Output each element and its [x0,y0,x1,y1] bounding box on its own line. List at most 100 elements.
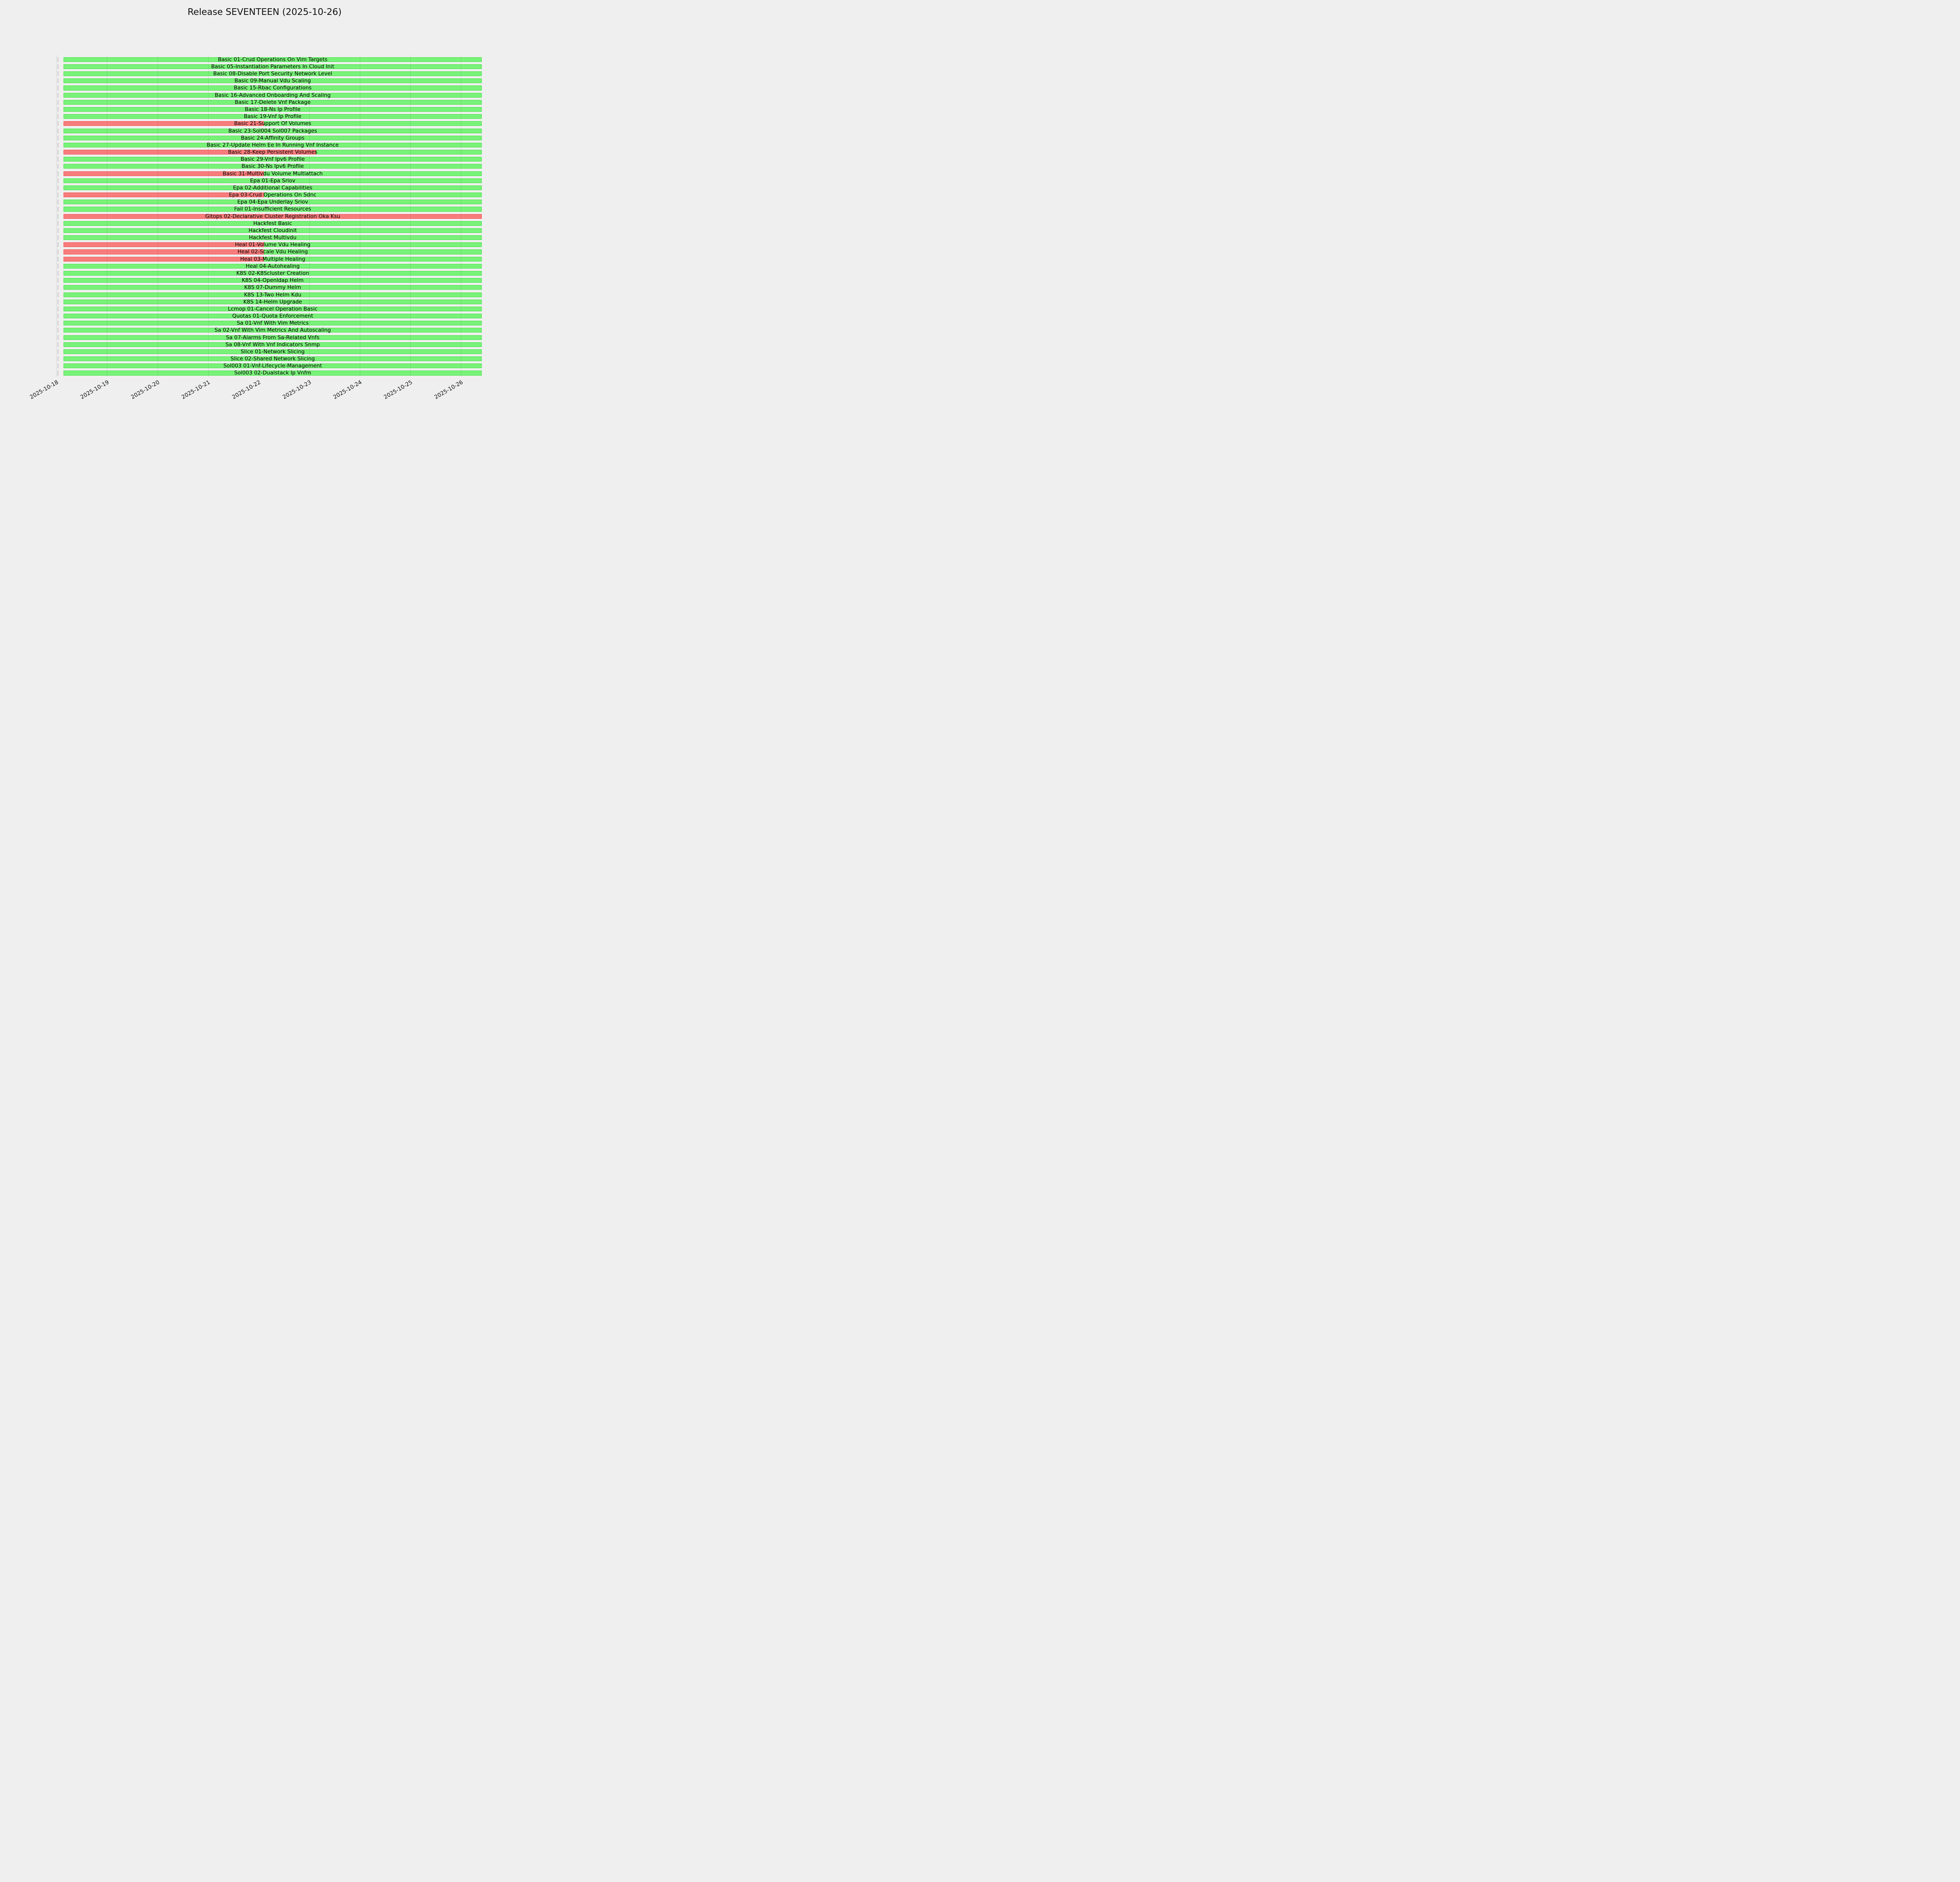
y-tick-dash [57,207,58,212]
task-label: Fail 01-Insufficient Resources [234,206,311,213]
task-label: K8S 07-Dummy Helm [244,284,301,291]
gantt-bar-green-segment [64,271,482,276]
chart-title: Release SEVENTEEN (2025-10-26) [187,7,342,17]
gantt-bar-green-segment [64,328,482,333]
gantt-bar-green-segment [64,93,482,98]
y-tick-dash [57,363,58,369]
gantt-bar-green-segment [264,249,482,254]
task-label: Epa 04-Epa Underlay Sriov [237,199,308,205]
gantt-bar-green-segment [64,100,482,105]
y-tick-dash [57,349,58,354]
gantt-bar-green-segment [64,321,482,326]
y-tick-dash [57,306,58,311]
task-label: Basic 23-Sol004 Sol007 Packages [228,127,317,134]
y-tick-dash [57,249,58,254]
gantt-bar-green-segment [264,193,482,198]
y-tick-dash [57,121,58,126]
y-tick-dash [57,214,58,219]
gantt-bar-green-segment [64,71,482,76]
gantt-bar-green-segment [64,200,482,205]
gantt-bar-green-segment [64,299,482,304]
y-tick-dash [57,178,58,183]
task-label: Epa 01-Epa Sriov [250,177,296,184]
task-label: Basic 19-Vnf Ip Profile [244,113,302,120]
gantt-bar-green-segment [64,135,482,140]
y-tick-dash [57,171,58,176]
y-tick-dash [57,57,58,62]
gantt-bar-green-segment [64,107,482,112]
gantt-bar-green-segment [264,256,482,262]
task-label: Heal 03-Multiple Healing [240,256,305,262]
y-tick-dash [57,128,58,133]
y-tick-dash [57,71,58,76]
y-tick-dash [57,335,58,340]
y-tick-dash [57,371,58,376]
gantt-bar-red-segment [64,242,264,247]
gantt-bar-green-segment [64,157,482,162]
y-tick-dash [57,114,58,119]
gantt-bar-green-segment [64,228,482,233]
y-tick-dash [57,93,58,98]
task-label: Quotas 01-Quota Enforcement [232,313,313,320]
gantt-bar-red-segment [64,121,264,126]
task-label: Slice 02-Shared Network Slicing [230,356,315,362]
y-tick-dash [57,135,58,140]
y-tick-dash [57,242,58,247]
gantt-bar-green-segment [64,185,482,190]
task-label: Basic 18-Ns Ip Profile [245,106,301,113]
task-label: Basic 30-Ns Ipv6 Profile [241,163,304,170]
gantt-bar-green-segment [64,78,482,84]
task-label: Sa 08-Vnf With Vnf Indicators Snmp [225,341,320,348]
task-label: Heal 04-Autohealing [245,263,300,269]
gantt-bar-green-segment [64,292,482,297]
gantt-bar-green-segment [64,64,482,69]
y-tick-dash [57,263,58,269]
y-tick-dash [57,278,58,283]
task-label: Epa 02-Additional Capabilities [233,184,312,191]
y-tick-dash [57,235,58,240]
y-tick-dash [57,78,58,84]
y-tick-dash [57,256,58,262]
task-label: Heal 01-Volume Vdu Healing [235,242,310,248]
gantt-bar-green-segment [64,363,482,369]
y-tick-dash [57,142,58,147]
task-label: Basic 17-Delete Vnf Package [234,99,311,105]
task-label: K8S 04-Openldap Helm [241,277,304,284]
gantt-bar-green-segment [64,285,482,290]
gantt-bar-red-segment [64,214,482,219]
gantt-bar-green-segment [64,342,482,347]
y-tick-dash [57,228,58,233]
gantt-bar-red-segment [64,150,316,155]
gantt-bar-green-segment [64,356,482,362]
task-label: Basic 15-Rbac Configurations [234,85,312,91]
y-tick-dash [57,321,58,326]
y-tick-dash [57,157,58,162]
gantt-bar-green-segment [316,150,482,155]
gantt-bar-green-segment [64,335,482,340]
gantt-bar-green-segment [64,263,482,269]
gantt-bar-green-segment [64,114,482,119]
task-label: Basic 27-Update Helm Ee In Running Vnf I… [207,142,339,148]
task-label: Basic 28-Keep Persistent Volumes [228,149,318,156]
task-label: Heal 02-Scale Vdu Healing [237,249,308,255]
y-tick-dash [57,164,58,169]
gantt-bar-green-segment [64,164,482,169]
gantt-bar-green-segment [64,142,482,147]
y-tick-dash [57,193,58,198]
task-label: Sa 02-Vnf With Vim Metrics And Autoscali… [214,327,331,334]
task-label: Basic 05-Instantiation Parameters In Clo… [211,63,334,70]
gantt-bar-green-segment [64,57,482,62]
gantt-bar-green-segment [264,121,482,126]
y-tick-dash [57,271,58,276]
gantt-bar-red-segment [64,256,264,262]
y-tick-dash [57,299,58,304]
task-label: Basic 01-Crud Operations On Vim Targets [218,56,328,63]
y-tick-dash [57,342,58,347]
y-tick-dash [57,292,58,297]
task-label: Hackfest Cloudinit [248,227,297,234]
y-tick-dash [57,285,58,290]
gantt-bar-red-segment [64,193,264,198]
task-label: Basic 21-Support Of Volumes [234,120,311,127]
gantt-bar-green-segment [64,207,482,212]
task-label: Basic 31-Multivdu Volume Multiattach [223,170,323,177]
